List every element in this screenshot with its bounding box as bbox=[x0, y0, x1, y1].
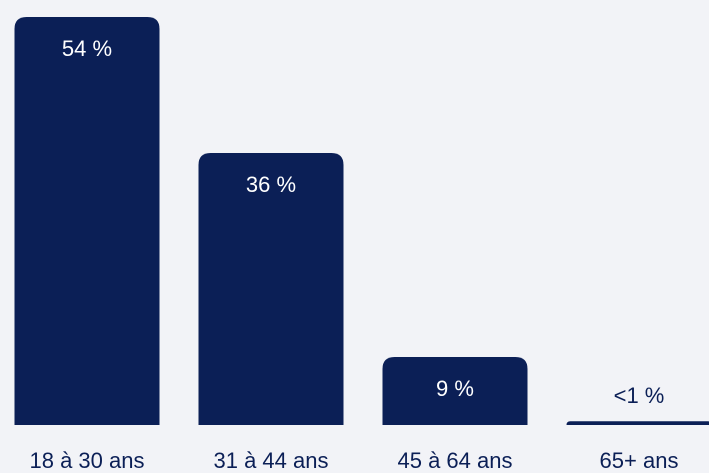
bar bbox=[14, 17, 160, 425]
x-tick-label: 65+ ans bbox=[600, 448, 679, 473]
value-label: 9 % bbox=[436, 376, 474, 401]
bar bbox=[382, 357, 528, 425]
value-label: 36 % bbox=[246, 172, 296, 197]
value-label: <1 % bbox=[614, 383, 665, 408]
bar bbox=[566, 421, 709, 425]
x-tick-label: 18 à 30 ans bbox=[30, 448, 145, 473]
value-label: 54 % bbox=[62, 36, 112, 61]
x-tick-label: 31 à 44 ans bbox=[214, 448, 329, 473]
x-tick-label: 45 à 64 ans bbox=[398, 448, 513, 473]
bar bbox=[198, 153, 344, 425]
